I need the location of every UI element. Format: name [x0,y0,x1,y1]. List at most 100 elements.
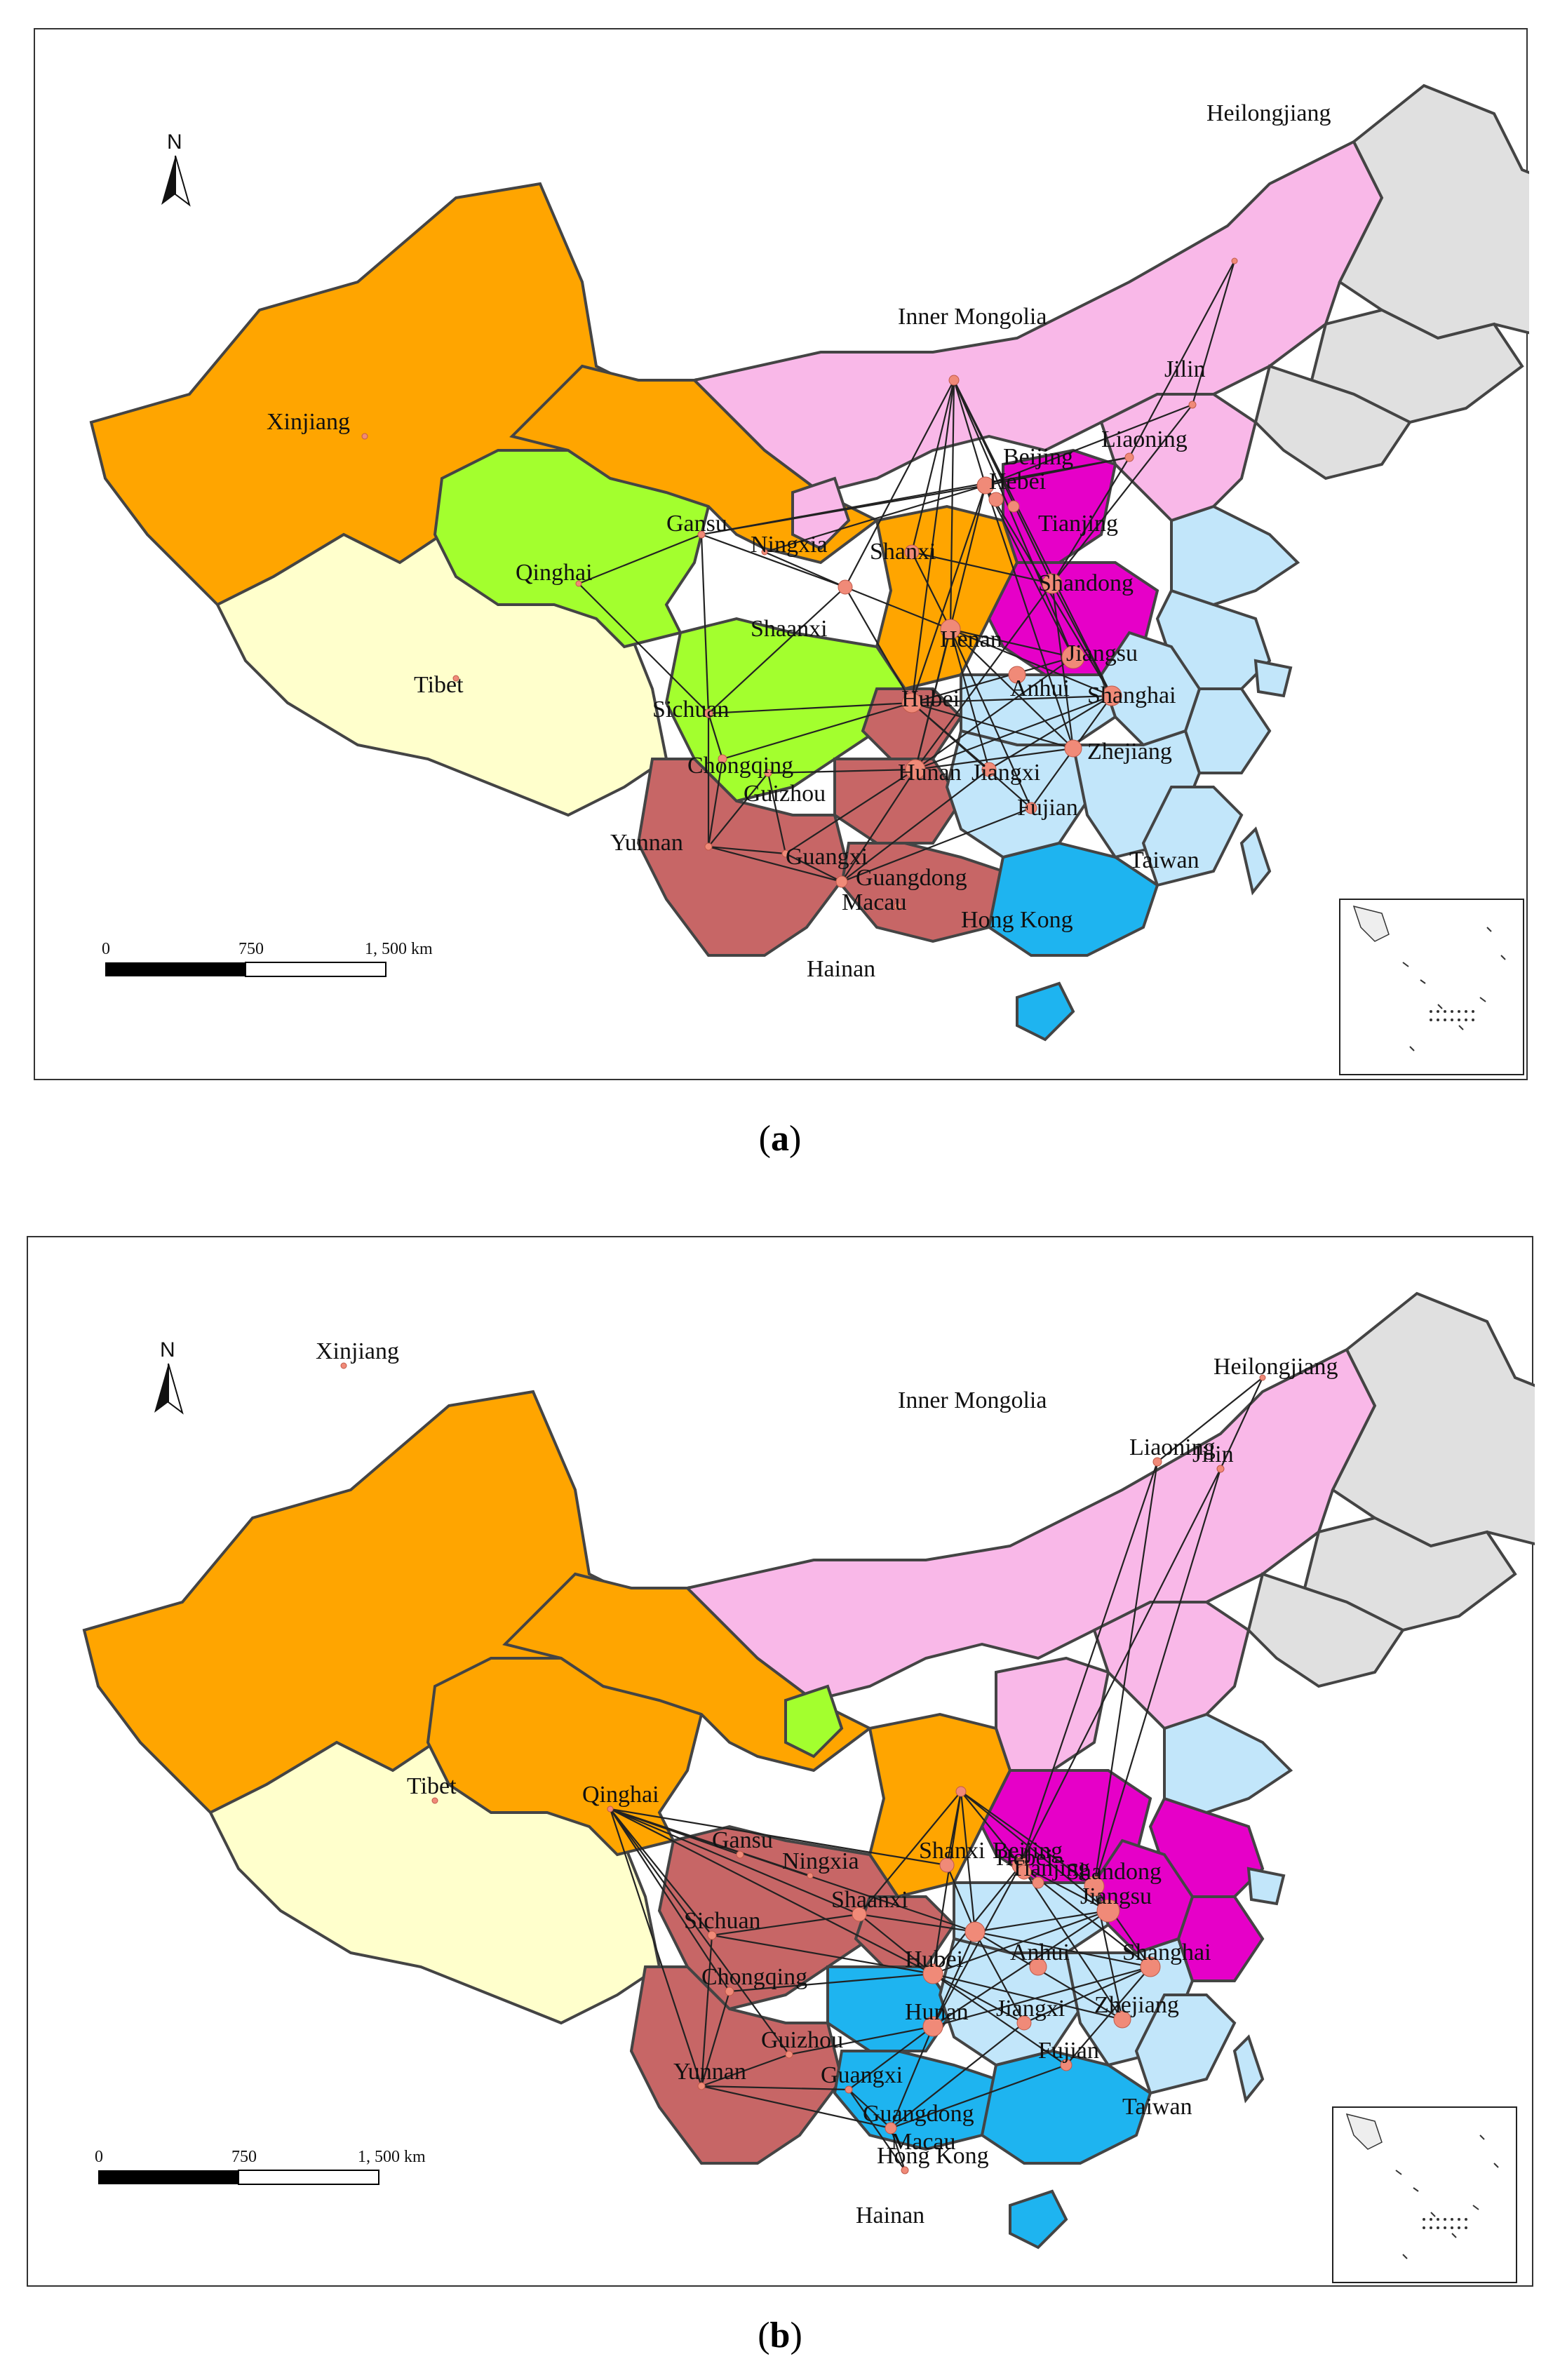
edge-nmg-bj [960,1791,1021,1866]
edge-sc-gs [700,534,710,714]
node-sn [838,579,853,595]
edge-hn-zj [974,1931,1123,2020]
node-js [1096,1899,1120,1923]
edge-gz-hun [767,768,916,774]
inset-island [1458,2226,1460,2229]
edge-fj-sh [1065,1966,1151,2066]
edge-cq-yn [707,758,724,847]
province-hainan [1016,981,1075,1042]
inset-island [1472,1010,1474,1013]
edge-bj-hun [932,1864,1021,2027]
edge-gx-yn [701,2085,849,2091]
label-taiwan: Taiwan [1129,847,1199,873]
edge-js-hun [915,657,1074,770]
node-sn [852,1907,867,1922]
edge-jx-sh [1023,1965,1151,2024]
label-jiangsu: Jiangsu [1080,1883,1152,1909]
node-tj [1032,1876,1044,1889]
label-shanghai: Shanghai [1087,683,1176,708]
caption-a: (a) [758,1119,802,1159]
label-jilin: Jilin [1192,1441,1234,1467]
edge-hn-sh [950,628,1112,697]
node-xj [340,1362,347,1369]
label-tianjing: Tianjing [1010,1855,1090,1881]
edge-gd-gx [785,853,842,882]
inset-coast [1345,2113,1383,2150]
node-yn [697,2082,706,2090]
label-xinjiang: Xinjiang [267,409,350,435]
map-svg-b: Heilongjiang Inner Mongolia Jilin Xinjiang L… [82,1291,1535,2283]
node-fj [1025,802,1037,814]
edge-sn-sc [711,1913,860,1937]
inset-island [1465,1010,1467,1013]
inset-island [1430,2226,1432,2229]
scale-bar-white [238,2170,379,2185]
edge-gs-sn [701,533,846,589]
label-yunnan: Yunnan [610,830,683,856]
label-hong-kong: Hong Kong [961,907,1073,933]
edge-gx-yn [708,845,786,855]
label-inner-mongolia: Inner Mongolia [898,304,1047,330]
node-jl [1216,1465,1225,1473]
label-shaanxi: Shaanxi [831,1887,908,1913]
inset-dash [1500,955,1506,960]
edge-gs-ln [701,456,1130,536]
inset-island [1423,2226,1425,2229]
edge-qh-gs [578,533,702,585]
north-label: N [160,1338,175,1362]
node-nx [807,1872,814,1879]
inset-dash [1402,962,1409,967]
label-sichuan: Sichuan [652,697,729,722]
edge-sx-hn [946,1864,976,1932]
north-label: N [167,130,182,154]
edge-gd-yn [701,2085,892,2130]
label-hainan: Hainan [856,2203,924,2228]
edge-qh-sc [610,1808,713,1936]
label-guangdong: Guangdong [856,865,967,891]
province-shaanxi [868,1712,1012,1899]
inset-dash [1413,2187,1419,2192]
node-ln [1152,1457,1162,1467]
scale-tick-2: 1, 500 km [365,940,433,958]
inset-island [1444,1010,1446,1013]
caption-a-letter: a [771,1119,789,1159]
node-ah [1029,1958,1047,1976]
label-gansu: Gansu [666,511,727,537]
edge-jl-sd [1093,1468,1222,1887]
node-hun [905,759,926,780]
scale-bar: 0 750 1, 500 km [102,940,433,977]
edge-qh-sx [610,1808,948,1867]
label-guizhou: Guizhou [744,781,826,807]
province-yunnan [636,758,851,957]
label-jiangsu: Jiangsu [1066,640,1138,666]
inset-island [1437,2226,1439,2229]
edge-hn-sh [974,1930,1151,1968]
label-hebei: Hebei [996,1845,1053,1871]
inset-island [1437,1018,1439,1021]
inset-island [1472,1018,1474,1021]
node-hub [901,692,922,713]
edge-nmg-sd [960,1791,1095,1887]
node-sc [707,1930,717,1940]
inset-dash [1395,2170,1402,2175]
inset-dash [1409,1046,1415,1051]
inset-island [1451,1018,1453,1021]
province-shanghai [1253,659,1293,698]
node-nx [761,549,768,556]
province-sichuan [657,1824,900,2011]
edge-cq-hub [722,701,913,760]
network-edges [578,260,1236,883]
label-shaanxi: Shaanxi [751,616,828,642]
edge-gd-gx [848,2089,892,2129]
inset-dash [1479,997,1486,1002]
edge-sh-hun [915,694,1112,771]
inset-island [1444,2218,1446,2221]
edge-nx-sn [764,551,846,589]
label-tibet: Tibet [407,1773,457,1799]
label-hubei: Hubei [901,686,960,712]
edge-sh-hun [932,1965,1151,2028]
label-beijing: Beijing [1003,444,1073,470]
node-hb [1016,1864,1032,1880]
edge-hn-js [974,1909,1109,1933]
edge-gz-hun [788,2025,934,2056]
